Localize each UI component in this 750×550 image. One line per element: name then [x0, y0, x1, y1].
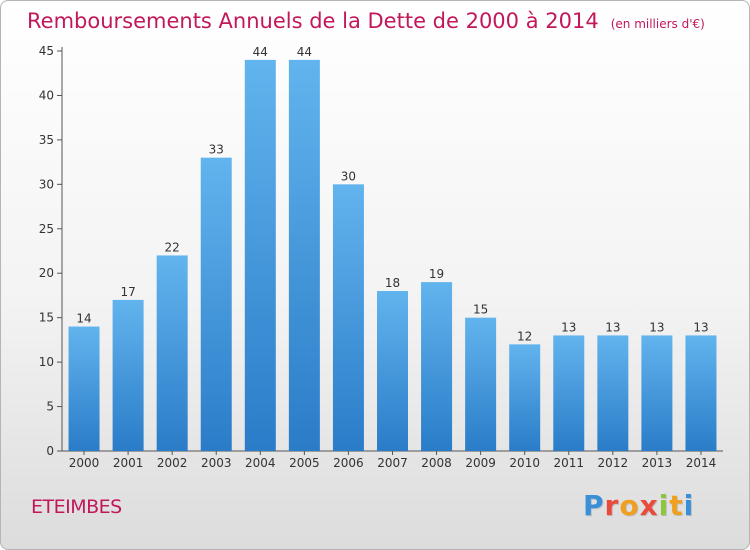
data-label: 19 — [429, 267, 444, 281]
x-tick-label: 2002 — [157, 456, 188, 470]
y-tick-label: 5 — [46, 400, 54, 414]
bar — [685, 335, 717, 451]
data-label: 44 — [253, 45, 268, 59]
x-tick-label: 2013 — [642, 456, 673, 470]
bar — [200, 157, 232, 451]
y-tick-label: 45 — [39, 44, 54, 58]
logo-letter: i — [658, 489, 670, 522]
chart-unit: (en milliers d'€) — [610, 17, 705, 31]
y-tick-label: 10 — [39, 355, 54, 369]
logo-letter: r — [604, 489, 620, 522]
logo-letter: t — [669, 489, 684, 522]
data-label: 12 — [517, 329, 532, 343]
data-label: 15 — [473, 303, 488, 317]
data-label: 13 — [693, 320, 708, 334]
data-label: 17 — [120, 285, 135, 299]
logo-letter: x — [639, 489, 659, 522]
x-tick-label: 2003 — [201, 456, 232, 470]
x-tick-label: 2000 — [69, 456, 100, 470]
y-tick-label: 20 — [39, 266, 54, 280]
data-label: 44 — [297, 45, 312, 59]
commune-name: ETEIMBES — [31, 496, 122, 518]
y-tick-label: 0 — [46, 444, 54, 458]
bar — [288, 59, 320, 452]
data-label: 13 — [561, 320, 576, 334]
data-label: 33 — [209, 143, 224, 157]
bar — [509, 344, 541, 451]
bar — [597, 335, 629, 451]
bar — [421, 282, 453, 451]
data-label: 22 — [165, 240, 180, 254]
bar — [377, 291, 408, 451]
bar — [112, 299, 144, 451]
data-label: 18 — [385, 276, 400, 290]
proxiti-logo: Proxiti — [583, 489, 694, 522]
logo-letter: i — [683, 489, 695, 522]
data-label: 30 — [341, 169, 356, 183]
data-label: 13 — [649, 320, 664, 334]
x-tick-label: 2014 — [686, 456, 717, 470]
data-label: 14 — [76, 312, 91, 326]
bar — [465, 317, 497, 451]
bar — [641, 335, 673, 451]
y-tick-label: 25 — [39, 222, 54, 236]
bar — [68, 326, 100, 451]
x-tick-label: 2006 — [333, 456, 364, 470]
logo-letter: P — [583, 489, 605, 522]
x-tick-label: 2009 — [465, 456, 496, 470]
x-tick-label: 2005 — [289, 456, 320, 470]
x-tick-label: 2008 — [421, 456, 452, 470]
y-tick-label: 30 — [39, 177, 54, 191]
y-tick-label: 40 — [39, 88, 54, 102]
x-tick-label: 2010 — [509, 456, 540, 470]
x-tick-label: 2004 — [245, 456, 276, 470]
x-tick-label: 2007 — [377, 456, 408, 470]
x-tick-label: 2011 — [553, 456, 584, 470]
data-label: 13 — [605, 320, 620, 334]
y-tick-label: 35 — [39, 133, 54, 147]
bar — [156, 255, 188, 451]
logo-letter: o — [619, 489, 640, 522]
y-tick-label: 15 — [39, 311, 54, 325]
chart-title-text: Remboursements Annuels de la Dette de 20… — [27, 9, 599, 33]
chart-title: Remboursements Annuels de la Dette de 20… — [27, 9, 705, 33]
bar — [553, 335, 585, 451]
bar — [244, 59, 276, 452]
x-tick-label: 2001 — [113, 456, 144, 470]
x-tick-label: 2012 — [598, 456, 629, 470]
bar — [332, 184, 364, 452]
